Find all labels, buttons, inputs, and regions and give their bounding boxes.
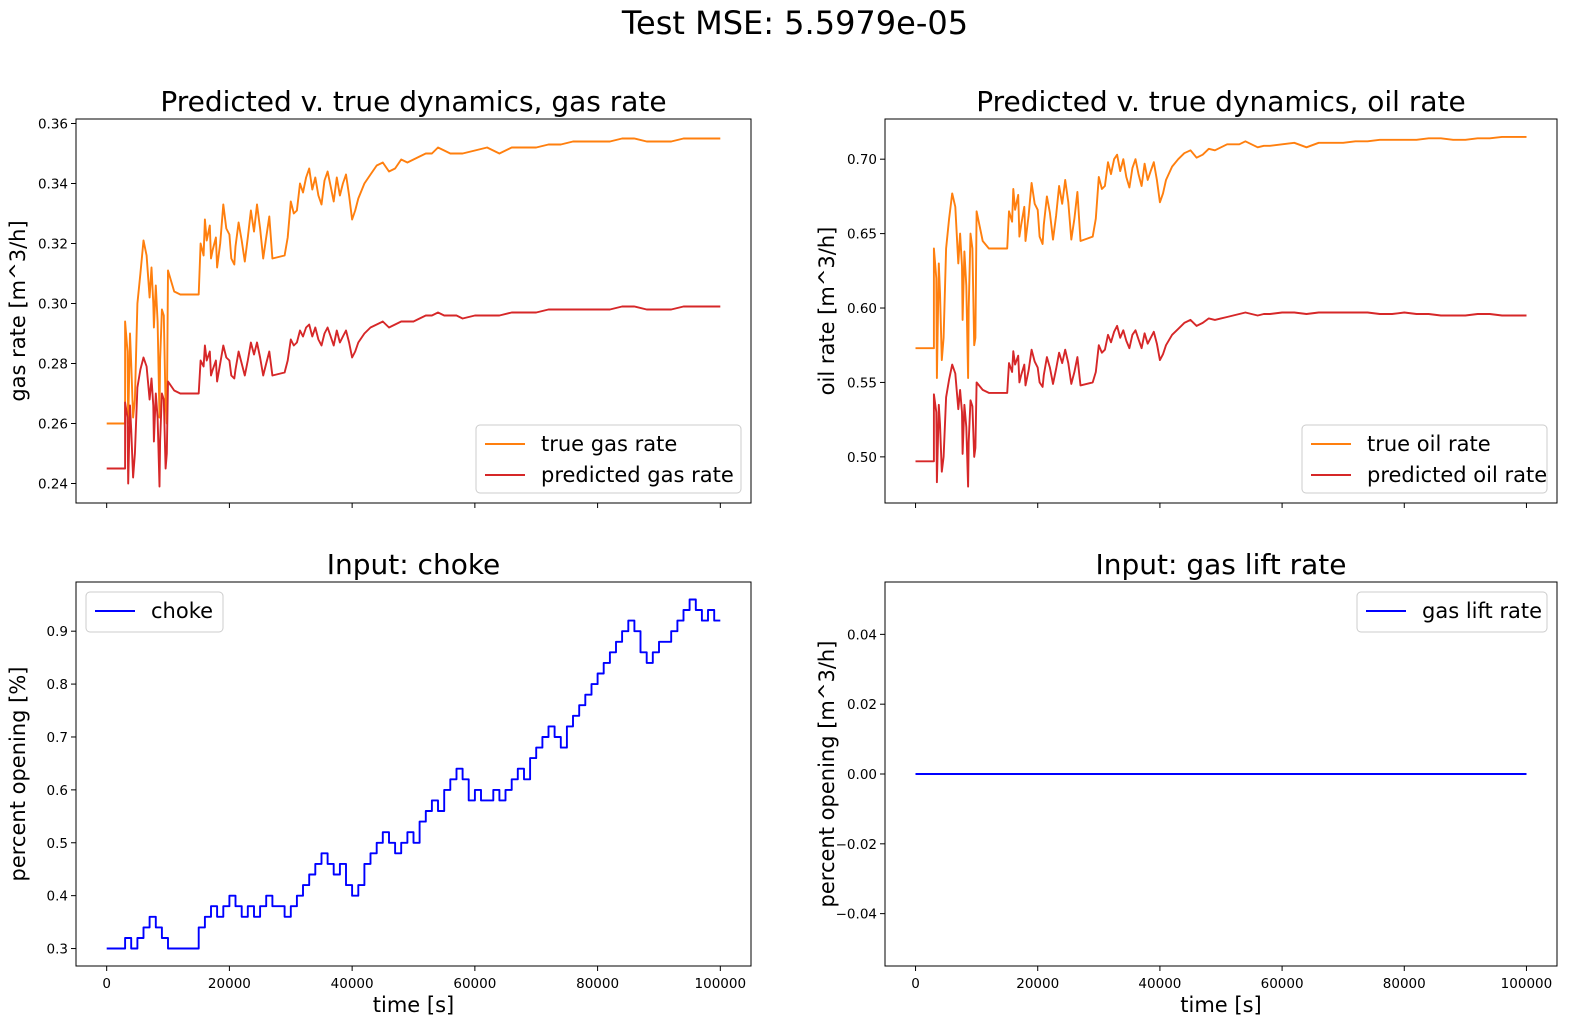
y-tick-label: 0.34 [38,177,68,193]
legend-entry: true gas rate [541,432,677,456]
x-tick-label: 100000 [695,976,747,992]
y-tick-label: 0.30 [38,297,68,313]
y-tick-label: 0.24 [38,477,68,493]
axes-frame [75,581,752,967]
legend: choke [85,591,224,633]
legend: true oil rate predicted oil rate [1301,424,1548,494]
y-tick-label: 0.50 [847,450,877,466]
legend-box [85,591,224,633]
x-tick-label: 40000 [331,976,374,992]
y-tick-label: 0.55 [847,375,877,391]
legend-entry: gas lift rate [1422,599,1542,623]
legend-box [475,424,742,494]
series-line-2 [915,311,1527,488]
y-tick-label: 0.6 [47,783,68,799]
y-tick-label: 0.60 [847,301,877,317]
subplot-title: Predicted v. true dynamics, gas rate [160,85,666,118]
y-tick-label: 0.02 [847,697,877,713]
y-axis-label: percent opening [m^3/h] [815,641,839,908]
series-line-1 [915,135,1527,379]
x-axis-label: time [s] [373,993,454,1017]
subplot-title: Input: choke [327,548,501,581]
y-tick-label: 0.4 [47,889,68,905]
y-axis-label: oil rate [m^3/h] [815,227,839,396]
x-tick-label: 80000 [576,976,619,992]
y-tick-label: 0.32 [38,237,68,253]
legend-box [1301,424,1548,494]
y-tick-label: 0.65 [847,227,877,243]
y-tick-label: 0.28 [38,357,68,373]
x-tick-label: 40000 [1138,976,1181,992]
figure-suptitle: Test MSE: 5.5979e-05 [621,4,968,42]
legend-box [1356,591,1548,633]
y-tick-label: 0.9 [47,624,68,640]
y-tick-label: −0.02 [836,837,877,853]
x-tick-label: 60000 [453,976,496,992]
x-tick-label: 20000 [208,976,251,992]
subplot-1: Predicted v. true dynamics, gas rate gas … [6,85,752,508]
series-line-1 [106,137,721,425]
subplot-4: Input: gas lift rate percent opening [m^3… [815,548,1558,1017]
y-tick-label: 0.7 [47,730,68,746]
x-tick-label: 80000 [1383,976,1426,992]
series-line-1 [106,598,721,950]
subplot-2: Predicted v. true dynamics, oil rate oil … [815,85,1558,508]
y-tick-label: 0.8 [47,677,68,693]
y-tick-label: 0.04 [847,627,877,643]
x-tick-label: 0 [911,976,920,992]
axes-frame [75,118,752,504]
x-tick-label: 0 [102,976,111,992]
y-tick-label: −0.04 [836,907,877,923]
subplot-title: Predicted v. true dynamics, oil rate [976,85,1465,118]
legend-entry: true oil rate [1367,432,1491,456]
legend: gas lift rate [1356,591,1548,633]
x-tick-label: 100000 [1501,976,1553,992]
series-line-2 [106,305,721,488]
y-tick-label: 0.3 [47,942,68,958]
y-tick-label: 0.26 [38,417,68,433]
x-axis-label: time [s] [1180,993,1261,1017]
legend-entry: predicted gas rate [541,463,734,487]
x-tick-label: 60000 [1261,976,1304,992]
y-tick-label: 0.00 [847,767,877,783]
axes-frame [884,118,1558,504]
y-axis-label: gas rate [m^3/h] [6,220,30,401]
y-tick-label: 0.5 [47,836,68,852]
x-tick-label: 20000 [1016,976,1059,992]
axes-frame [884,581,1558,967]
y-axis-label: percent opening [%] [6,666,30,881]
y-tick-label: 0.70 [847,152,877,168]
subplot-title: Input: gas lift rate [1096,548,1347,581]
legend: true gas rate predicted gas rate [475,424,742,494]
legend-entry: predicted oil rate [1367,463,1547,487]
y-tick-label: 0.36 [38,117,68,133]
subplot-3: Input: choke percent opening [%] time [s] 0… [6,548,752,1017]
legend-entry: choke [151,599,213,623]
